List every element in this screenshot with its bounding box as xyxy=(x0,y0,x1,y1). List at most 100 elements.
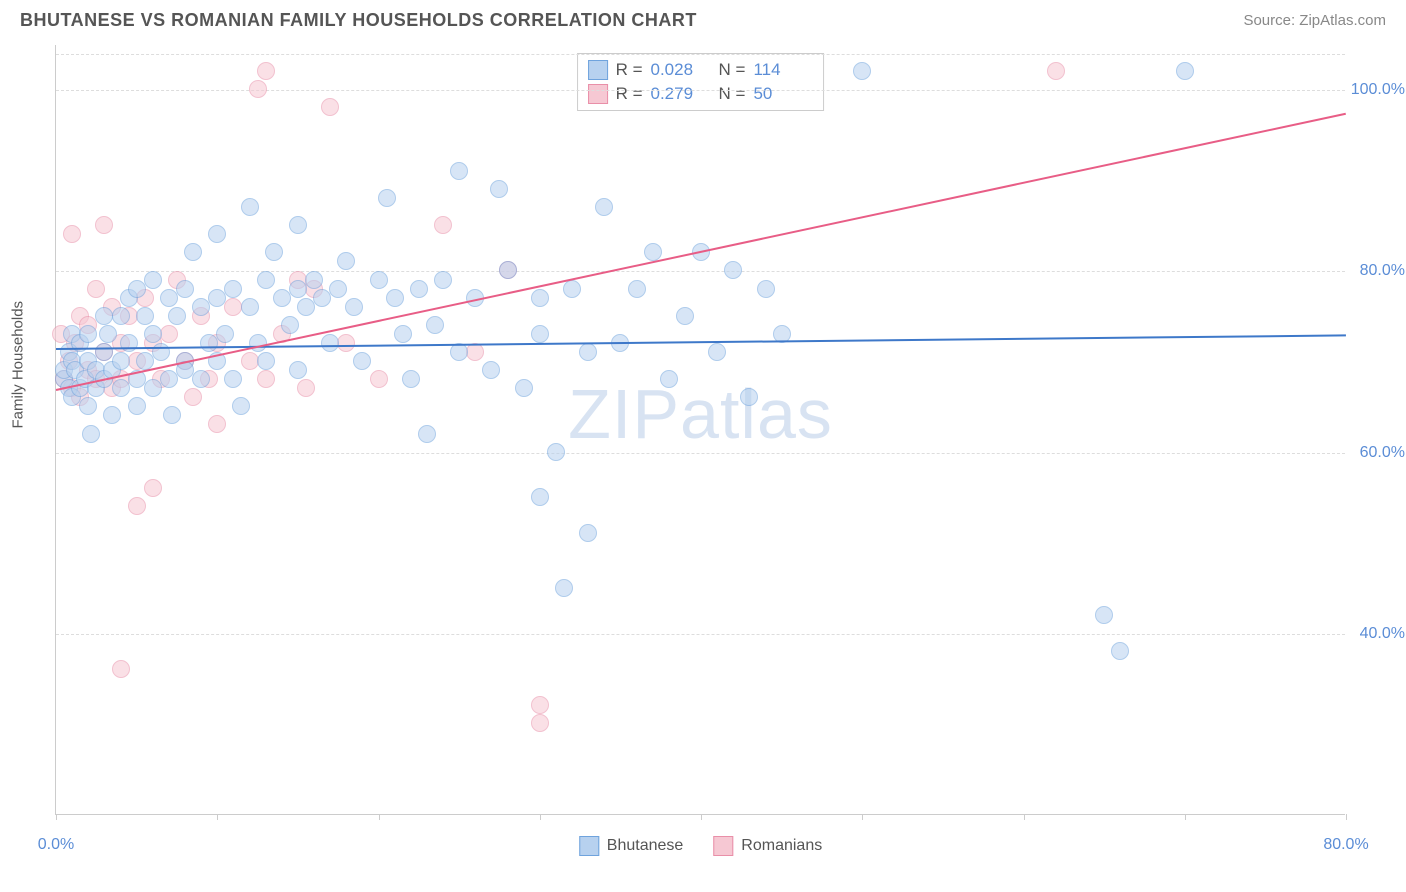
r-label: R = xyxy=(616,60,643,80)
data-point-romanians xyxy=(370,370,388,388)
y-axis-label: Family Households xyxy=(10,301,27,429)
data-point-bhutanese xyxy=(740,388,758,406)
data-point-romanians xyxy=(63,225,81,243)
data-point-romanians xyxy=(337,334,355,352)
data-point-bhutanese xyxy=(595,198,613,216)
y-tick-label: 80.0% xyxy=(1360,262,1405,280)
data-point-bhutanese xyxy=(216,325,234,343)
scatter-chart: ZIPatlas R =0.028N =114R =0.279N =50 Bhu… xyxy=(55,45,1345,815)
data-point-bhutanese xyxy=(128,280,146,298)
data-point-romanians xyxy=(297,379,315,397)
data-point-bhutanese xyxy=(241,298,259,316)
data-point-romanians xyxy=(1047,62,1065,80)
data-point-bhutanese xyxy=(394,325,412,343)
data-point-bhutanese xyxy=(563,280,581,298)
data-point-romanians xyxy=(208,415,226,433)
data-point-bhutanese xyxy=(208,225,226,243)
data-point-bhutanese xyxy=(128,397,146,415)
data-point-bhutanese xyxy=(329,280,347,298)
data-point-bhutanese xyxy=(289,216,307,234)
stats-row-bhutanese: R =0.028N =114 xyxy=(588,58,814,82)
data-point-bhutanese xyxy=(321,334,339,352)
data-point-bhutanese xyxy=(676,307,694,325)
data-point-bhutanese xyxy=(224,280,242,298)
data-point-bhutanese xyxy=(1111,642,1129,660)
data-point-bhutanese xyxy=(232,397,250,415)
data-point-bhutanese xyxy=(410,280,428,298)
x-tick xyxy=(540,814,541,820)
data-point-bhutanese xyxy=(660,370,678,388)
data-point-bhutanese xyxy=(160,289,178,307)
data-point-bhutanese xyxy=(273,289,291,307)
data-point-bhutanese xyxy=(426,316,444,334)
data-point-bhutanese xyxy=(490,180,508,198)
x-tick-label: 0.0% xyxy=(38,836,74,854)
data-point-romanians xyxy=(95,216,113,234)
data-point-romanians xyxy=(128,497,146,515)
source-attribution: Source: ZipAtlas.com xyxy=(1243,12,1386,29)
data-point-bhutanese xyxy=(289,280,307,298)
n-value: 114 xyxy=(753,60,813,80)
y-tick-label: 100.0% xyxy=(1351,81,1405,99)
data-point-bhutanese xyxy=(1095,606,1113,624)
data-point-bhutanese xyxy=(708,343,726,361)
data-point-romanians xyxy=(321,98,339,116)
data-point-bhutanese xyxy=(579,343,597,361)
data-point-bhutanese xyxy=(95,343,113,361)
data-point-bhutanese xyxy=(163,406,181,424)
data-point-bhutanese xyxy=(112,352,130,370)
data-point-bhutanese xyxy=(386,289,404,307)
data-point-bhutanese xyxy=(418,425,436,443)
stats-legend-box: R =0.028N =114R =0.279N =50 xyxy=(577,53,825,111)
r-label: R = xyxy=(616,84,643,104)
data-point-romanians xyxy=(87,280,105,298)
data-point-bhutanese xyxy=(112,307,130,325)
data-point-bhutanese xyxy=(241,198,259,216)
legend-item-romanians: Romanians xyxy=(713,836,822,856)
data-point-romanians xyxy=(257,370,275,388)
n-label: N = xyxy=(719,60,746,80)
data-point-bhutanese xyxy=(450,162,468,180)
data-point-bhutanese xyxy=(305,271,323,289)
legend-label: Romanians xyxy=(741,837,822,855)
series-legend: Bhutanese Romanians xyxy=(579,836,822,856)
legend-swatch-bhutanese xyxy=(579,836,599,856)
data-point-bhutanese xyxy=(579,524,597,542)
data-point-bhutanese xyxy=(184,243,202,261)
data-point-bhutanese xyxy=(370,271,388,289)
gridline-h xyxy=(56,54,1345,55)
data-point-bhutanese xyxy=(337,252,355,270)
data-point-romanians xyxy=(466,343,484,361)
chart-title: BHUTANESE VS ROMANIAN FAMILY HOUSEHOLDS … xyxy=(20,10,697,31)
n-value: 50 xyxy=(753,84,813,104)
data-point-bhutanese xyxy=(515,379,533,397)
x-tick xyxy=(217,814,218,820)
data-point-romanians xyxy=(184,388,202,406)
data-point-bhutanese xyxy=(144,325,162,343)
swatch-romanians xyxy=(588,84,608,104)
gridline-h xyxy=(56,271,1345,272)
data-point-bhutanese xyxy=(853,62,871,80)
r-value: 0.279 xyxy=(651,84,711,104)
data-point-bhutanese xyxy=(136,352,154,370)
data-point-bhutanese xyxy=(482,361,500,379)
data-point-bhutanese xyxy=(82,425,100,443)
data-point-romanians xyxy=(531,696,549,714)
data-point-bhutanese xyxy=(345,298,363,316)
data-point-romanians xyxy=(434,216,452,234)
data-point-bhutanese xyxy=(555,579,573,597)
data-point-bhutanese xyxy=(531,289,549,307)
data-point-bhutanese xyxy=(257,352,275,370)
data-point-bhutanese xyxy=(144,379,162,397)
data-point-romanians xyxy=(257,62,275,80)
x-tick-label: 80.0% xyxy=(1323,836,1368,854)
data-point-bhutanese xyxy=(1176,62,1194,80)
legend-label: Bhutanese xyxy=(607,837,684,855)
data-point-bhutanese xyxy=(103,406,121,424)
data-point-bhutanese xyxy=(152,343,170,361)
x-tick xyxy=(862,814,863,820)
x-tick xyxy=(1024,814,1025,820)
data-point-bhutanese xyxy=(208,289,226,307)
gridline-h xyxy=(56,453,1345,454)
data-point-bhutanese xyxy=(757,280,775,298)
